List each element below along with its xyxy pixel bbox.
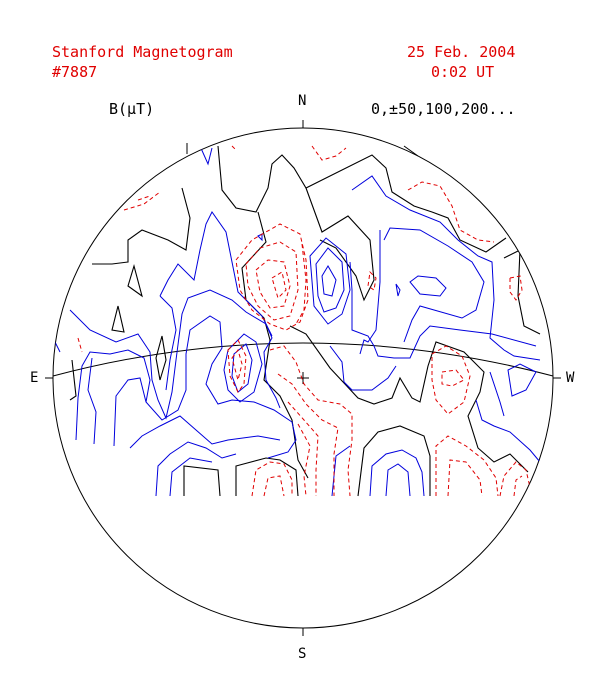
positive-contour	[87, 357, 97, 445]
positive-contour	[489, 371, 505, 417]
neutral-line	[289, 325, 529, 473]
positive-contour	[409, 275, 447, 297]
neutral-line	[127, 263, 143, 298]
negative-contour	[367, 270, 377, 291]
negative-contour	[251, 461, 293, 497]
negative-contour	[269, 345, 353, 497]
negative-contour	[137, 195, 151, 201]
neutral-line	[241, 211, 309, 479]
compass-ticks	[45, 120, 561, 636]
negative-contour	[227, 339, 247, 393]
positive-contour	[159, 295, 177, 391]
observation-date: 25 Feb. 2004	[407, 43, 516, 61]
negative-contour	[447, 459, 483, 497]
neutral-line	[92, 187, 191, 265]
negative-contours	[77, 145, 533, 497]
positive-contour	[369, 449, 425, 497]
negative-contour	[123, 191, 161, 211]
negative-contour	[277, 373, 339, 496]
neutral-line	[217, 145, 507, 253]
positive-contour	[359, 230, 381, 355]
neutral-line	[155, 335, 167, 381]
positive-contour	[329, 345, 397, 391]
negative-contour	[297, 423, 311, 497]
neutral-line	[235, 457, 299, 497]
positive-contour	[75, 349, 151, 441]
negative-contour	[431, 345, 471, 415]
negative-contour	[271, 271, 287, 299]
neutral-contours	[69, 145, 541, 497]
positive-contour	[331, 445, 351, 497]
positive-contour	[315, 247, 345, 313]
contour-levels-label: 0,±50,100,200...	[371, 100, 516, 118]
positive-contour	[169, 457, 213, 497]
negative-contour	[509, 275, 523, 301]
positive-contour	[349, 261, 537, 359]
negative-contour	[245, 241, 299, 321]
negative-contour	[499, 461, 533, 497]
neutral-line	[111, 305, 125, 333]
positive-contour	[129, 415, 281, 449]
negative-contour	[263, 475, 285, 497]
negative-contour	[407, 181, 495, 243]
map-title: Stanford Magnetogram	[52, 43, 233, 61]
negative-contour	[295, 243, 307, 325]
negative-contour	[255, 259, 291, 309]
neutral-line	[503, 249, 541, 335]
negative-contour	[435, 435, 499, 497]
negative-contour	[513, 475, 523, 497]
observation-time: 0:02 UT	[431, 63, 495, 81]
positive-contour	[321, 265, 337, 297]
rotation-number: #7887	[52, 63, 98, 81]
negative-contour	[441, 369, 465, 387]
positive-contour	[223, 333, 263, 403]
positive-contour	[231, 343, 253, 393]
negative-contour	[231, 145, 237, 151]
negative-contour	[235, 223, 309, 331]
positive-contour	[69, 289, 281, 420]
positive-contour	[113, 315, 297, 459]
neutral-line	[183, 465, 221, 497]
neutral-line	[305, 187, 375, 302]
negative-contour	[287, 401, 319, 496]
compass-west: W	[566, 370, 575, 386]
negative-contour	[311, 145, 347, 161]
neutral-line	[69, 359, 77, 401]
compass-east: E	[30, 370, 39, 386]
positive-contour	[383, 227, 485, 343]
equator-line	[52, 342, 554, 377]
positive-contour	[199, 145, 213, 166]
positive-contours	[53, 145, 541, 497]
positive-contour	[351, 175, 541, 361]
positive-contour	[159, 211, 273, 337]
center-cross	[297, 372, 309, 384]
negative-contour	[77, 337, 83, 353]
positive-contour	[155, 441, 237, 497]
compass-north: N	[298, 93, 307, 109]
unit-label: B(μT)	[109, 100, 155, 118]
positive-contour	[309, 237, 351, 325]
positive-contour	[395, 283, 401, 297]
positive-contour	[507, 363, 537, 397]
positive-contour	[385, 463, 411, 497]
compass-south: S	[298, 646, 307, 662]
neutral-line	[357, 425, 431, 497]
negative-contour	[231, 348, 243, 382]
positive-contour	[475, 399, 541, 463]
